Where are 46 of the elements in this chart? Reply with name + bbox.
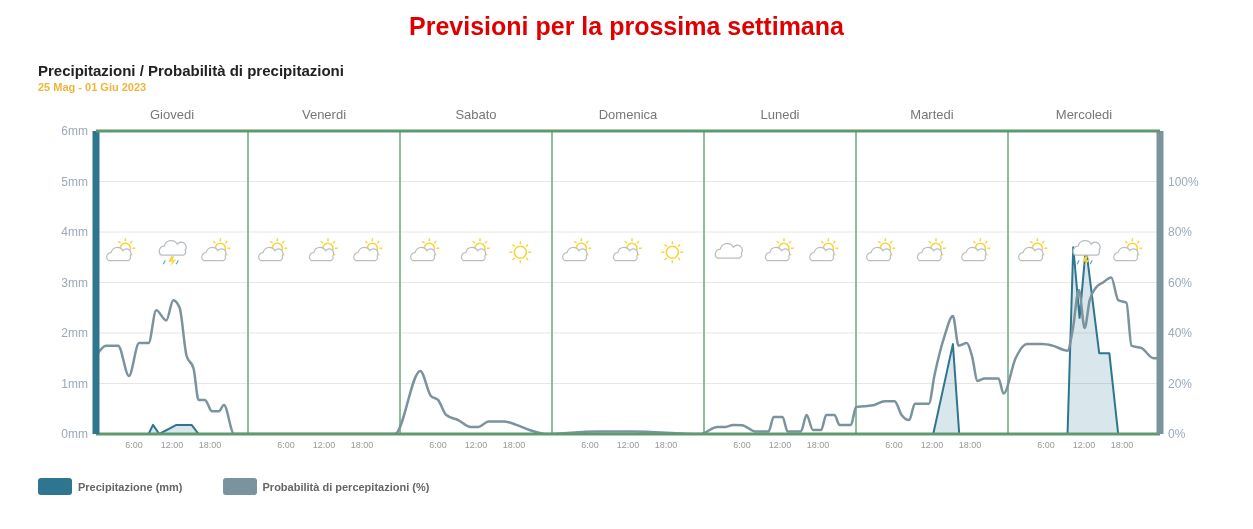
y-tick-label: 6mm	[61, 124, 88, 139]
y-tick-label: 4mm	[61, 225, 88, 240]
text: 25 Mag - 01 Giu 2023	[37, 81, 148, 93]
x-tick-label: 18:00	[198, 440, 222, 451]
x-tick-label: 12:00	[464, 440, 488, 451]
y2-tick-label: 20%	[1168, 376, 1193, 391]
x-tick-label: 18:00	[350, 440, 374, 451]
chart-subtitle: Precipitazioni / Probabilità di precipitazioni	[37, 62, 345, 79]
y2-tick-label: 0%	[1168, 427, 1186, 442]
x-tick-label: 6:00	[581, 440, 599, 451]
x-tick-label: 18:00	[806, 440, 830, 451]
text: Sabato	[455, 107, 497, 122]
x-tick-label: 12:00	[616, 440, 640, 451]
text: Domenica	[598, 107, 659, 122]
y-tick-label: 0mm	[61, 427, 88, 442]
y-tick-label: 5mm	[61, 174, 88, 189]
x-tick-label: 12:00	[920, 440, 944, 451]
x-tick-label: 12:00	[1072, 440, 1096, 451]
x-tick-label: 6:00	[277, 440, 295, 451]
x-tick-label: 12:00	[768, 440, 792, 451]
y2-tick-label: 60%	[1168, 275, 1193, 290]
x-tick-label: 6:00	[733, 440, 751, 451]
x-tick-label: 12:00	[312, 440, 336, 451]
y-tick-label: 1mm	[61, 376, 88, 391]
x-tick-label: 6:00	[125, 440, 143, 451]
y-tick-label: 2mm	[61, 326, 88, 341]
legend-label: Precipitazione (mm)	[78, 480, 183, 493]
x-tick-label: 18:00	[502, 440, 526, 451]
y2-tick-label: 100%	[1168, 174, 1200, 189]
x-tick-label: 6:00	[1037, 440, 1055, 451]
x-tick-label: 12:00	[160, 440, 184, 451]
x-tick-label: 6:00	[885, 440, 903, 451]
text: Venerdi	[301, 107, 347, 122]
x-tick-label: 18:00	[958, 440, 982, 451]
text: Lunedi	[760, 107, 800, 122]
legend-label: Probabilità di percepitazioni (%)	[262, 480, 430, 493]
chart-title: Previsioni per la prossima settimana	[408, 11, 845, 42]
x-tick-label: 18:00	[1110, 440, 1134, 451]
y-tick-label: 3mm	[61, 275, 88, 290]
y2-tick-label: 40%	[1168, 326, 1193, 341]
x-tick-label: 6:00	[429, 440, 447, 451]
text: Mercoledi	[1055, 107, 1113, 122]
text: Giovedi	[149, 107, 195, 122]
x-tick-label: 18:00	[654, 440, 678, 451]
y2-tick-label: 80%	[1168, 225, 1193, 240]
text: Martedi	[910, 107, 954, 122]
